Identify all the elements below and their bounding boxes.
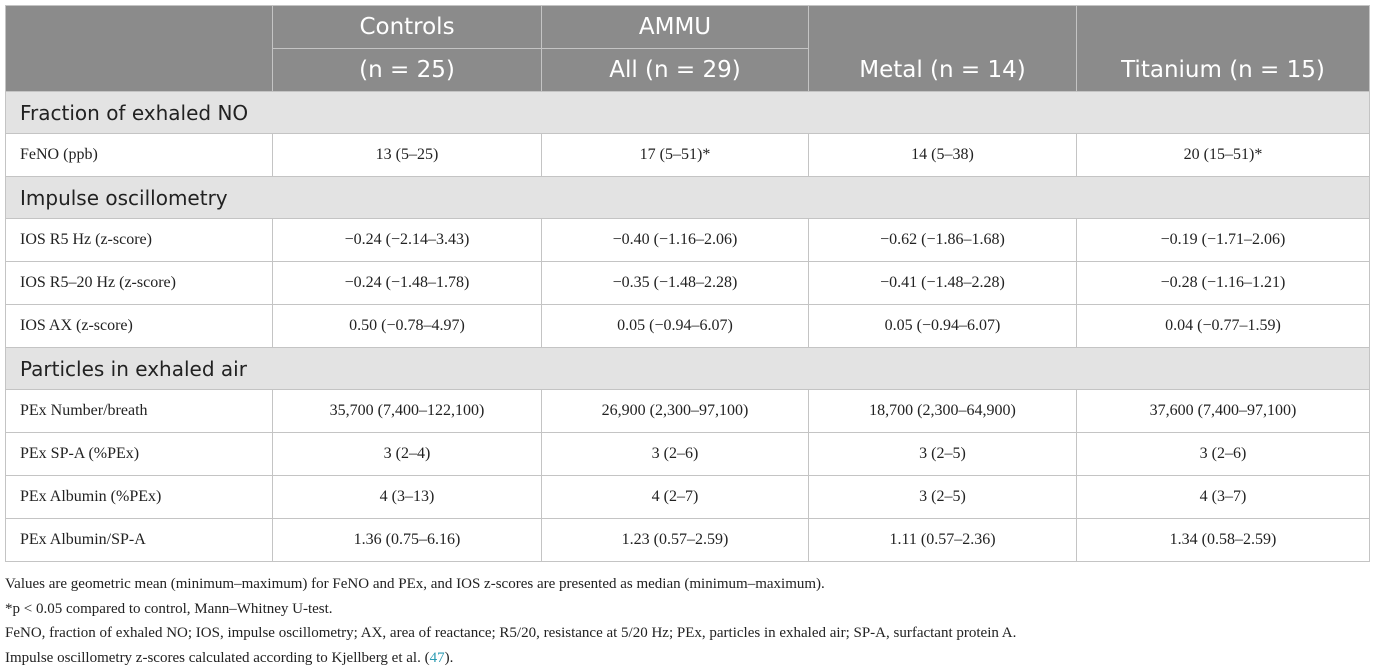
- section-title: Impulse oscillometry: [5, 176, 1370, 219]
- cell-value: 0.05 (−0.94–6.07): [541, 304, 809, 348]
- cell-value: −0.40 (−1.16–2.06): [541, 218, 809, 262]
- cell-value: 26,900 (2,300–97,100): [541, 389, 809, 433]
- cell-value: −0.19 (−1.71–2.06): [1076, 218, 1370, 262]
- row-label: FeNO (ppb): [5, 133, 273, 177]
- data-row: IOS AX (z-score) 0.50 (−0.78–4.97) 0.05 (−…: [5, 304, 1370, 348]
- section-row: Impulse oscillometry: [5, 176, 1370, 219]
- data-row: PEx Albumin (%PEx) 4 (3–13) 4 (2–7) 3 (2–5)…: [5, 475, 1370, 519]
- cell-value: 3 (2–6): [541, 432, 809, 476]
- data-row: FeNO (ppb) 13 (5–25) 17 (5–51)* 14 (5–38) 20…: [5, 133, 1370, 177]
- column-label: All (n = 29): [541, 48, 809, 92]
- row-label: PEx Albumin/SP-A: [5, 518, 273, 562]
- column-label: Metal (n = 14): [808, 5, 1077, 92]
- cell-value: 13 (5–25): [272, 133, 542, 177]
- cell-value: 1.11 (0.57–2.36): [808, 518, 1077, 562]
- row-label: PEx SP-A (%PEx): [5, 432, 273, 476]
- section-row: Fraction of exhaled NO: [5, 91, 1370, 134]
- header-row: Controls AMMU Metal (n = 14) Titanium (n = …: [5, 5, 1370, 92]
- column-group: AMMU: [541, 5, 809, 49]
- data-row: IOS R5 Hz (z-score) −0.24 (−2.14–3.43) −0.…: [5, 218, 1370, 262]
- row-label: PEx Number/breath: [5, 389, 273, 433]
- row-label: IOS R5 Hz (z-score): [5, 218, 273, 262]
- table-body: Fraction of exhaled NO FeNO (ppb) 13 (5–25…: [5, 91, 1370, 562]
- cell-value: −0.35 (−1.48–2.28): [541, 261, 809, 305]
- cell-value: −0.24 (−2.14–3.43): [272, 218, 542, 262]
- cell-value: 1.36 (0.75–6.16): [272, 518, 542, 562]
- section-row: Particles in exhaled air: [5, 347, 1370, 390]
- cell-value: 3 (2–5): [808, 475, 1077, 519]
- data-table: Controls AMMU Metal (n = 14) Titanium (n = …: [5, 5, 1370, 562]
- cell-value: 18,700 (2,300–64,900): [808, 389, 1077, 433]
- data-row: PEx SP-A (%PEx) 3 (2–4) 3 (2–6) 3 (2–5) 3 (2…: [5, 432, 1370, 476]
- cell-value: 4 (3–13): [272, 475, 542, 519]
- header-row: (n = 25) All (n = 29): [6, 48, 1370, 92]
- footnote: Impulse oscillometry z-scores calculated…: [5, 646, 1016, 671]
- cell-value: 1.23 (0.57–2.59): [541, 518, 809, 562]
- table-header: Controls AMMU Metal (n = 14) Titanium (n = …: [5, 5, 1370, 92]
- cell-value: −0.62 (−1.86–1.68): [808, 218, 1077, 262]
- column-label: (n = 25): [272, 48, 542, 92]
- data-row: IOS R5–20 Hz (z-score) −0.24 (−1.48–1.78)…: [5, 261, 1370, 305]
- row-label: PEx Albumin (%PEx): [5, 475, 273, 519]
- column-label: Titanium (n = 15): [1076, 5, 1370, 92]
- cell-value: 0.04 (−0.77–1.59): [1076, 304, 1370, 348]
- section-title: Fraction of exhaled NO: [5, 91, 1370, 134]
- row-label: IOS AX (z-score): [5, 304, 273, 348]
- cell-value: 3 (2–4): [272, 432, 542, 476]
- cell-value: −0.28 (−1.16–1.21): [1076, 261, 1370, 305]
- header-cell: [5, 5, 273, 92]
- cell-value: 4 (3–7): [1076, 475, 1370, 519]
- cell-value: 35,700 (7,400–122,100): [272, 389, 542, 433]
- cell-value: 3 (2–6): [1076, 432, 1370, 476]
- row-label: IOS R5–20 Hz (z-score): [5, 261, 273, 305]
- table-wrap: Controls AMMU Metal (n = 14) Titanium (n = …: [5, 5, 1370, 562]
- cell-value: 17 (5–51)*: [541, 133, 809, 177]
- section-title: Particles in exhaled air: [5, 347, 1370, 390]
- footnote: Values are geometric mean (minimum–maxim…: [5, 576, 825, 592]
- data-row: PEx Albumin/SP-A 1.36 (0.75–6.16) 1.23 (0.…: [5, 518, 1370, 562]
- cell-value: −0.41 (−1.48–2.28): [808, 261, 1077, 305]
- cell-value: 3 (2–5): [808, 432, 1077, 476]
- cell-value: −0.24 (−1.48–1.78): [272, 261, 542, 305]
- cell-value: 0.05 (−0.94–6.07): [808, 304, 1077, 348]
- column-group: Controls: [272, 5, 542, 49]
- footnotes: Values are geometric mean (minimum–maxim…: [5, 572, 1016, 670]
- reference-link[interactable]: 47: [429, 649, 445, 666]
- footnote: FeNO, fraction of exhaled NO; IOS, impul…: [5, 625, 1017, 641]
- cell-value: 1.34 (0.58–2.59): [1076, 518, 1370, 562]
- cell-value: 0.50 (−0.78–4.97): [272, 304, 542, 348]
- cell-value: 4 (2–7): [541, 475, 809, 519]
- cell-value: 37,600 (7,400–97,100): [1076, 389, 1370, 433]
- footnote: *p < 0.05 compared to control, Mann–Whit…: [5, 600, 333, 617]
- data-row: PEx Number/breath 35,700 (7,400–122,100) 2…: [5, 389, 1370, 433]
- cell-value: 14 (5–38): [808, 133, 1077, 177]
- footnote-text: Impulse oscillometry z-scores calculated…: [5, 649, 430, 666]
- cell-value: 20 (15–51)*: [1076, 133, 1370, 177]
- footnote-text: ).: [444, 649, 454, 666]
